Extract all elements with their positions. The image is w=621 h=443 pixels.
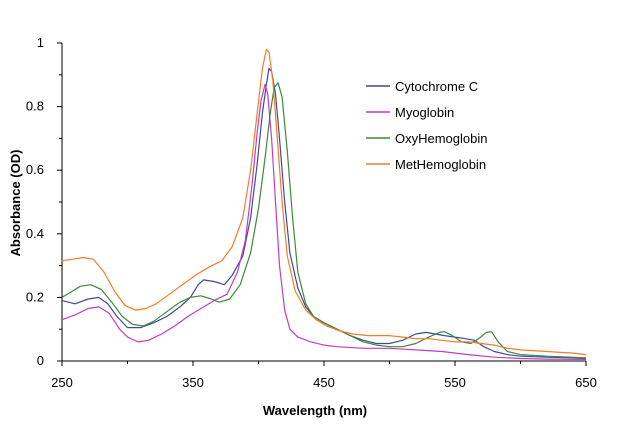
legend-label-cytochrome-c: Cytochrome C <box>395 79 478 94</box>
series-layer <box>61 48 587 360</box>
series-line-methemoglobin <box>61 48 587 356</box>
axes-layer: 0 0.2 0.4 0.6 0.8 1 250 350 450 550 650 <box>26 35 597 390</box>
x-tick-label: 450 <box>313 375 335 390</box>
series-line-myoglobin <box>61 83 587 360</box>
y-tick-label: 0.2 <box>26 289 44 304</box>
x-tick-label: 550 <box>444 375 466 390</box>
y-tick-label: 0.8 <box>26 99 44 114</box>
legend-label-oxyhemoglobin: OxyHemoglobin <box>395 131 488 146</box>
y-tick-label: 0.6 <box>26 162 44 177</box>
y-tick-label: 1 <box>37 35 44 50</box>
series-line-oxyhemoglobin <box>61 82 587 359</box>
x-tick-label: 250 <box>51 375 73 390</box>
y-axis-title: Absorbance (OD) <box>8 150 23 257</box>
legend: Cytochrome C Myoglobin OxyHemoglobin MetHem… <box>366 79 488 172</box>
y-tick-label: 0.4 <box>26 226 44 241</box>
y-tick-label: 0 <box>37 353 44 368</box>
legend-label-methemoglobin: MetHemoglobin <box>395 157 486 172</box>
x-tick-label: 350 <box>182 375 204 390</box>
legend-label-myoglobin: Myoglobin <box>395 105 454 120</box>
x-tick-label: 650 <box>575 375 597 390</box>
x-axis-title: Wavelength (nm) <box>263 403 367 418</box>
series-line-cytochrome-c <box>61 67 587 360</box>
